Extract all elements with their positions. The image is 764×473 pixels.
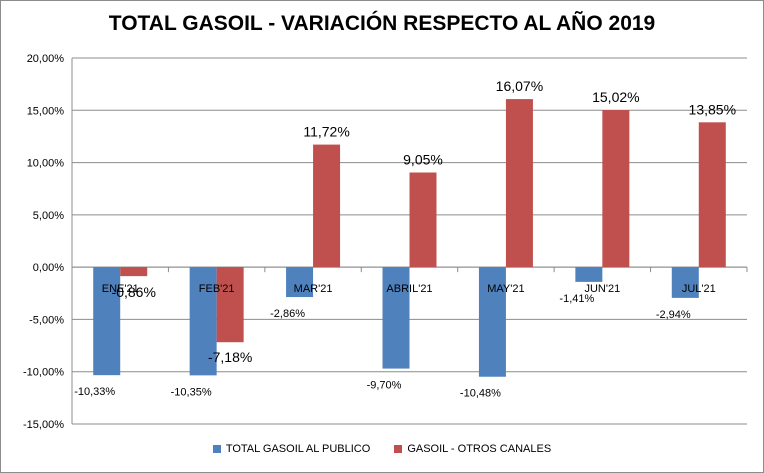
data-label-otros-canales: 13,85% xyxy=(689,101,736,117)
data-label-total-publico: -10,33% xyxy=(74,386,115,398)
bar-total-publico xyxy=(478,267,506,377)
y-tick-label: 20,00% xyxy=(27,53,65,65)
data-label-otros-canales: 9,05% xyxy=(403,152,443,168)
y-tick-label: 15,00% xyxy=(27,105,65,117)
bar-total-publico xyxy=(189,267,217,376)
x-category-label: FEB'21 xyxy=(199,283,235,295)
chart-title: TOTAL GASOIL - VARIACIÓN RESPECTO AL AÑO… xyxy=(108,12,656,35)
y-tick-label: 5,00% xyxy=(33,210,64,222)
data-label-otros-canales: -7,18% xyxy=(208,349,252,365)
data-label-otros-canales: 11,72% xyxy=(303,124,349,140)
x-category-label: ABRIL'21 xyxy=(386,283,432,295)
legend-swatch-blue xyxy=(212,445,221,453)
data-label-total-publico: -10,48% xyxy=(460,388,501,400)
y-tick-label: -15,00% xyxy=(23,419,64,431)
y-tick-label: 10,00% xyxy=(27,158,65,170)
bar-otros-canales xyxy=(602,110,630,268)
data-label-total-publico: -2,94% xyxy=(656,309,691,321)
data-label-total-publico: -1,41% xyxy=(559,293,594,305)
legend-item-otros-canales: GASOIL - OTROS CANALES xyxy=(394,443,551,455)
x-category-label: ENE'21 xyxy=(102,283,139,295)
bar-otros-canales xyxy=(505,99,533,268)
data-label-total-publico: -9,70% xyxy=(367,380,402,392)
bar-total-publico xyxy=(93,267,121,376)
x-category-label: MAR'21 xyxy=(294,283,333,295)
bar-total-publico xyxy=(286,267,314,298)
bar-otros-canales xyxy=(698,122,726,268)
chart-legend: TOTAL GASOIL AL PUBLICO GASOIL - OTROS C… xyxy=(0,443,764,455)
bar-otros-canales xyxy=(120,267,148,277)
legend-label-otros-canales: GASOIL - OTROS CANALES xyxy=(407,443,552,455)
y-tick-label: -10,00% xyxy=(23,367,64,379)
legend-label-total-publico: TOTAL GASOIL AL PUBLICO xyxy=(225,443,371,455)
data-label-otros-canales: -0,86% xyxy=(112,284,156,300)
data-label-otros-canales: 15,02% xyxy=(592,89,639,105)
bar-otros-canales xyxy=(216,267,244,343)
data-label-total-publico: -2,86% xyxy=(270,308,305,320)
x-category-label: MAY'21 xyxy=(487,283,524,295)
legend-swatch-red xyxy=(394,445,403,453)
data-label-otros-canales: 16,07% xyxy=(496,78,543,94)
y-tick-label: 0,00% xyxy=(33,262,64,274)
x-category-label: JUN'21 xyxy=(584,283,620,295)
x-category-label: JUL'21 xyxy=(682,283,716,295)
data-label-total-publico: -10,35% xyxy=(171,386,212,398)
legend-item-total-publico: TOTAL GASOIL AL PUBLICO xyxy=(212,443,371,455)
bar-total-publico xyxy=(575,267,603,282)
bar-total-publico xyxy=(671,267,699,298)
bar-otros-canales xyxy=(313,144,341,268)
bar-total-publico xyxy=(382,267,410,369)
y-tick-label: -5,00% xyxy=(29,314,64,326)
bar-otros-canales xyxy=(409,172,437,268)
